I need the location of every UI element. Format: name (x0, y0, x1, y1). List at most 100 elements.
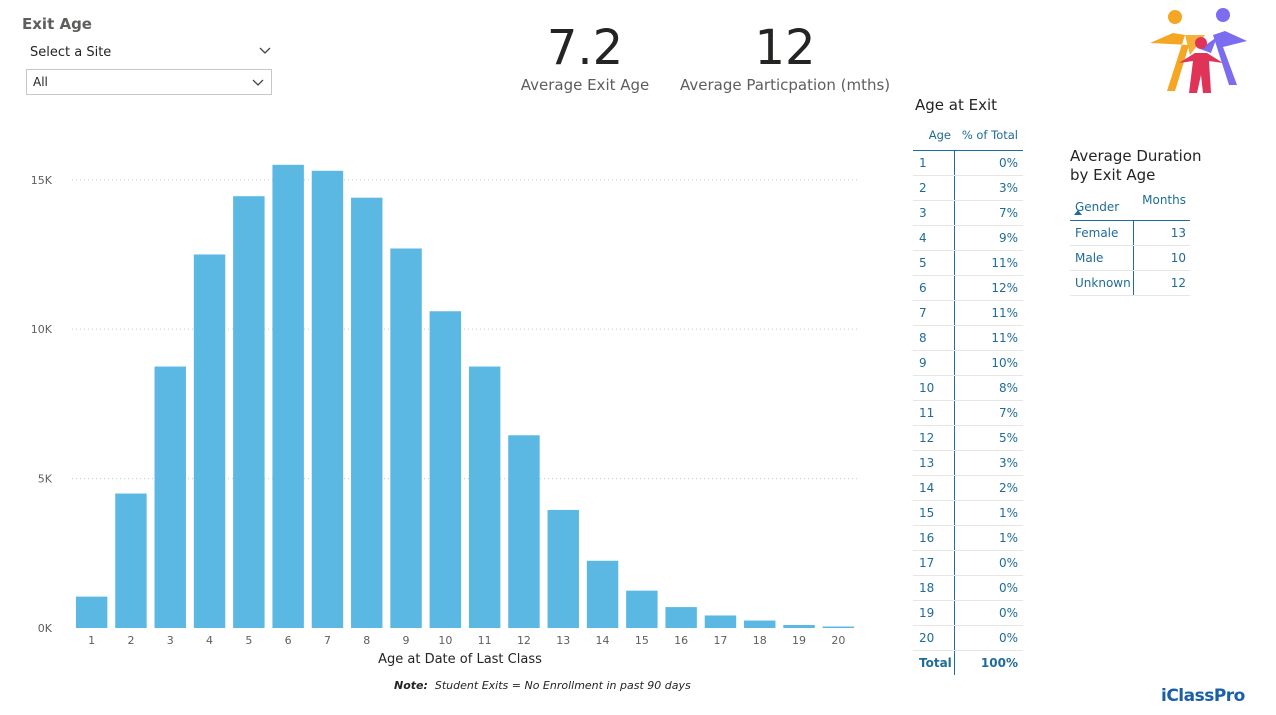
cell-pct: 11% (991, 331, 1018, 345)
table-row[interactable]: 15 1% (913, 501, 1023, 526)
table-row[interactable]: 19 0% (913, 601, 1023, 626)
footnote-text: Student Exits = No Enrollment in past 90… (434, 679, 691, 692)
age-table-title: Age at Exit (915, 96, 998, 114)
x-tick-label: 12 (517, 634, 531, 647)
sort-ascending-icon[interactable] (1074, 210, 1082, 215)
x-tick-label: 4 (206, 634, 213, 647)
site-slicer-label: Select a Site (30, 45, 112, 60)
total-value: 100% (980, 656, 1018, 670)
bar-age-13[interactable] (547, 509, 579, 628)
bar-age-5[interactable] (233, 196, 265, 628)
bar-age-1[interactable] (75, 596, 108, 628)
table-row[interactable]: 11 7% (913, 401, 1023, 426)
cell-pct: 0% (998, 556, 1018, 570)
y-tick-label: 15K (31, 174, 53, 187)
bar-age-14[interactable] (586, 560, 619, 628)
x-tick-label: 15 (635, 634, 649, 647)
column-header-age[interactable]: Age (928, 128, 951, 142)
kpi-label: Average Particpation (mths) (680, 76, 891, 94)
bar-age-10[interactable] (429, 311, 462, 628)
duration-title-line1: Average Duration (1070, 147, 1202, 165)
cell-age: 12 (913, 426, 955, 450)
x-tick-label: 8 (363, 634, 370, 647)
cell-age: 13 (913, 451, 955, 475)
column-header-months-label: Months (1142, 193, 1186, 207)
x-tick-label: 2 (127, 634, 134, 647)
site-dropdown-value: All (33, 75, 48, 89)
cell-age: 11 (913, 401, 955, 425)
table-row[interactable]: 9 10% (913, 351, 1023, 376)
table-row[interactable]: 13 3% (913, 451, 1023, 476)
cell-age: 1 (913, 151, 955, 175)
x-tick-label: 14 (596, 634, 610, 647)
cell-age: 2 (913, 176, 955, 200)
x-tick-label: 19 (792, 634, 806, 647)
bar-age-8[interactable] (351, 197, 383, 628)
x-tick-label: 1 (88, 634, 95, 647)
cell-gender: Male (1070, 246, 1134, 270)
bar-age-20[interactable] (822, 626, 855, 628)
table-row[interactable]: 6 12% (913, 276, 1023, 301)
column-header-gender[interactable]: Gender (1070, 190, 1134, 220)
bar-age-7[interactable] (311, 170, 344, 629)
duration-table-title: Average Duration by Exit Age (1070, 147, 1202, 185)
cell-pct: 7% (998, 206, 1018, 220)
column-header-pct[interactable]: % of Total (961, 128, 1018, 142)
cell-pct: 7% (998, 406, 1018, 420)
bar-age-11[interactable] (468, 366, 501, 628)
bar-age-19[interactable] (783, 625, 815, 628)
table-row[interactable]: 5 11% (913, 251, 1023, 276)
x-tick-label: 18 (753, 634, 767, 647)
site-dropdown[interactable]: All (26, 69, 272, 95)
x-tick-label: 6 (285, 634, 292, 647)
cell-age: 4 (913, 226, 955, 250)
table-row[interactable]: 7 11% (913, 301, 1023, 326)
table-row[interactable]: 17 0% (913, 551, 1023, 576)
bar-age-9[interactable] (390, 248, 422, 628)
table-row[interactable]: 3 7% (913, 201, 1023, 226)
bar-age-15[interactable] (626, 590, 658, 628)
bar-age-2[interactable] (115, 493, 147, 628)
table-row[interactable]: Female 13 (1070, 221, 1190, 246)
cell-age: 20 (913, 626, 955, 650)
total-label: Total (913, 651, 955, 675)
bar-age-3[interactable] (154, 366, 186, 628)
cell-pct: 0% (998, 581, 1018, 595)
table-row[interactable]: 20 0% (913, 626, 1023, 651)
table-row[interactable]: 2 3% (913, 176, 1023, 201)
table-header: Age % of Total (913, 120, 1023, 151)
cell-age: 17 (913, 551, 955, 575)
chevron-down-icon (252, 79, 264, 86)
bar-age-12[interactable] (508, 435, 540, 628)
kpi-value: 12 (754, 20, 816, 76)
table-row[interactable]: Unknown 12 (1070, 271, 1190, 296)
table-row[interactable]: 1 0% (913, 151, 1023, 176)
x-tick-label: 9 (403, 634, 410, 647)
bar-age-17[interactable] (704, 615, 737, 628)
bar-age-6[interactable] (272, 164, 304, 628)
cell-pct: 8% (998, 381, 1018, 395)
column-header-months[interactable]: Months (1134, 190, 1190, 220)
cell-pct: 11% (991, 306, 1018, 320)
table-row[interactable]: 12 5% (913, 426, 1023, 451)
cell-gender: Female (1070, 221, 1134, 245)
cell-age: 9 (913, 351, 955, 375)
table-row[interactable]: Male 10 (1070, 246, 1190, 271)
bar-age-16[interactable] (665, 607, 697, 628)
table-row[interactable]: 14 2% (913, 476, 1023, 501)
x-tick-label: 16 (674, 634, 688, 647)
cell-pct: 1% (998, 531, 1018, 545)
table-row[interactable]: 18 0% (913, 576, 1023, 601)
cell-age: 18 (913, 576, 955, 600)
table-row[interactable]: 16 1% (913, 526, 1023, 551)
cell-months: 10 (1170, 251, 1186, 265)
table-row[interactable]: 4 9% (913, 226, 1023, 251)
footnote-label: Note: (394, 679, 428, 692)
bar-age-18[interactable] (744, 620, 776, 628)
chevron-down-icon[interactable] (258, 44, 272, 58)
people-logo (1150, 8, 1247, 93)
bar-age-4[interactable] (193, 254, 226, 628)
table-row[interactable]: 10 8% (913, 376, 1023, 401)
x-tick-label: 17 (713, 634, 727, 647)
table-row[interactable]: 8 11% (913, 326, 1023, 351)
